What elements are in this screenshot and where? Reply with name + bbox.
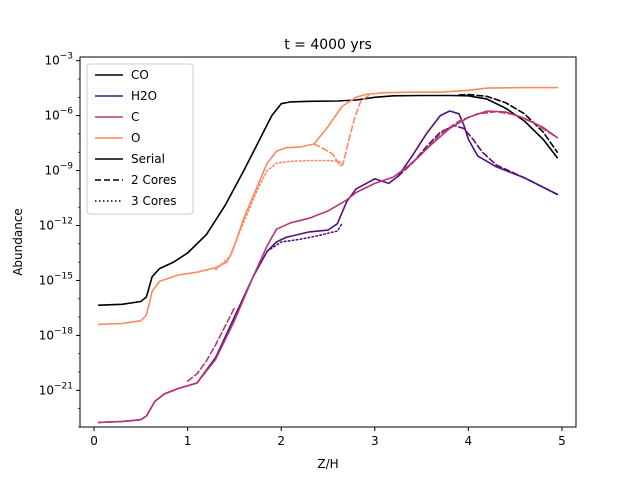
x-tick-label: 4 <box>465 434 473 448</box>
series-line-o-serial-8 <box>97 86 559 326</box>
series-line-co-serial-0 <box>97 94 559 307</box>
x-tick-label: 1 <box>184 434 192 448</box>
series-line-h2o-3-cores-4 <box>266 222 343 252</box>
legend-label: Serial <box>131 152 165 166</box>
y-tick-label: 10−12 <box>39 217 73 233</box>
series-line-co-2-cores-1 <box>458 93 559 153</box>
axes-frame <box>79 56 577 428</box>
legend-label: H2O <box>131 89 157 103</box>
x-axis-label: Z/H <box>317 457 338 471</box>
plot-area <box>79 56 577 428</box>
chart-title: t = 4000 yrs <box>284 37 372 53</box>
series-line-c-2-cores-7 <box>402 110 559 172</box>
x-tick-label: 0 <box>90 434 98 448</box>
y-axis-ticks: 10−3 10−6 10−9 10−12 10−15 10−18 10−21 <box>39 52 80 428</box>
series-layer <box>97 86 559 424</box>
legend-label: 3 Cores <box>131 194 176 208</box>
y-tick-label: 10−21 <box>39 381 73 397</box>
series-line-c-2-cores-6 <box>186 307 236 383</box>
x-tick-label: 5 <box>558 434 566 448</box>
legend-box <box>86 63 194 215</box>
series-line-h2o-2-cores-3 <box>397 124 559 196</box>
y-tick-label: 10−6 <box>44 107 73 123</box>
legend-label: O <box>131 131 140 145</box>
x-tick-label: 2 <box>277 434 285 448</box>
series-line-o-3-cores-10 <box>214 159 344 271</box>
x-axis-ticks: 0 1 2 3 4 5 <box>90 427 566 448</box>
y-tick-label: 10−18 <box>39 326 74 342</box>
legend-label: 2 Cores <box>131 173 176 187</box>
y-tick-label: 10−9 <box>44 162 73 178</box>
y-tick-label: 10−15 <box>39 271 73 287</box>
x-tick-label: 3 <box>371 434 379 448</box>
series-line-o-2-cores-9 <box>313 93 371 167</box>
y-axis-label: Abundance <box>11 208 25 276</box>
y-tick-label: 10−3 <box>44 52 73 68</box>
legend: CO H2O CO Serial 2 Cores 3 Cores <box>86 63 194 215</box>
legend-label: CO <box>131 68 149 82</box>
legend-label: C <box>131 110 139 124</box>
series-line-c-serial-5 <box>97 110 559 424</box>
